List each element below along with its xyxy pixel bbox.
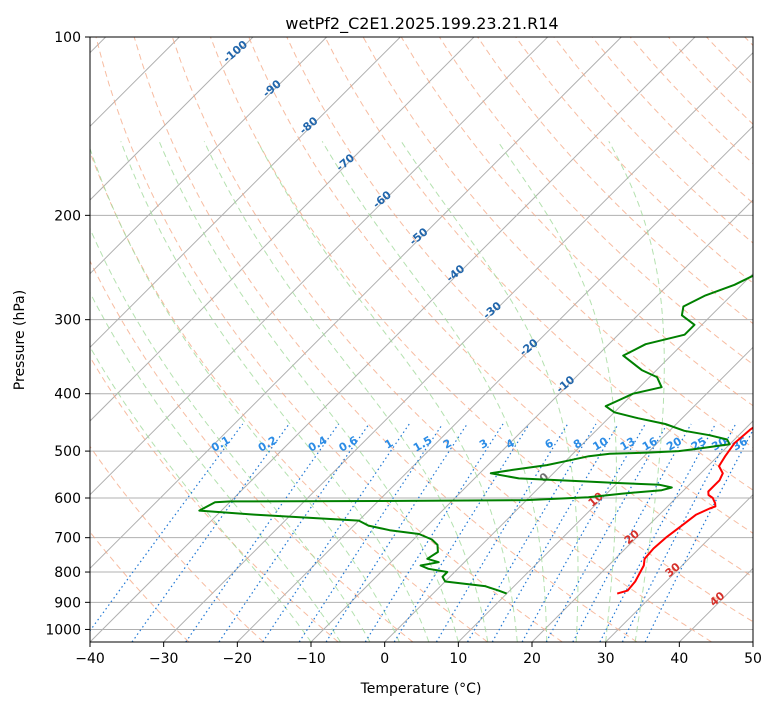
y-tick-label: 300	[54, 313, 81, 329]
x-tick-label: −20	[223, 651, 253, 667]
x-tick-label: 0	[380, 651, 389, 667]
x-tick-label: −30	[149, 651, 179, 667]
y-tick-label: 1000	[45, 622, 81, 638]
y-axis-label: Pressure (hPa)	[12, 290, 28, 390]
y-tick-label: 900	[54, 595, 81, 611]
y-tick-label: 600	[54, 491, 81, 507]
x-tick-label: 20	[523, 651, 541, 667]
x-tick-label: 30	[597, 651, 615, 667]
y-tick-label: 200	[54, 208, 81, 224]
y-tick-label: 500	[54, 444, 81, 460]
y-tick-label: 800	[54, 565, 81, 581]
y-tick-label: 100	[54, 30, 81, 46]
plot-area	[90, 37, 753, 642]
y-tick-label: 400	[54, 387, 81, 403]
chart-title: wetPf2_C2E1.2025.199.23.21.R14	[285, 14, 558, 34]
x-tick-label: −10	[296, 651, 326, 667]
x-tick-label: 50	[744, 651, 762, 667]
x-axis-label: Temperature (°C)	[360, 681, 482, 697]
x-tick-label: 10	[449, 651, 467, 667]
x-tick-label: −40	[75, 651, 105, 667]
x-tick-label: 40	[670, 651, 688, 667]
y-tick-label: 700	[54, 531, 81, 547]
